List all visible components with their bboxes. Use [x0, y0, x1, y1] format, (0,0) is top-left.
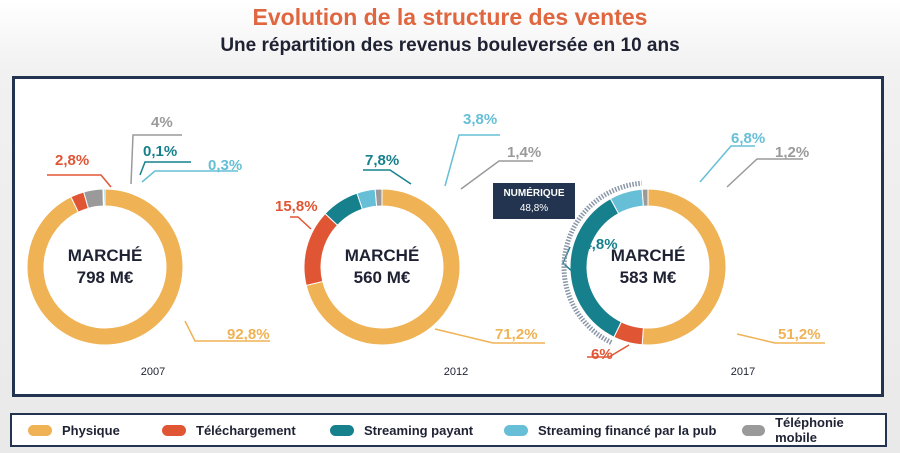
legend-swatch-telephonie — [742, 424, 766, 436]
numerique-callout-box — [493, 183, 575, 219]
slice-2012-telephonie-mobile — [374, 188, 383, 207]
pct-label-2012-telechargement: 15,8% — [275, 198, 318, 215]
center-value-2007: 798 M€ — [77, 268, 134, 287]
leader-2017-physique — [736, 333, 825, 344]
pct-label-2007-telephonie-mobile: 4% — [151, 114, 173, 131]
leader-2012-physique — [434, 328, 545, 344]
leader-2012-telephonie-mobile — [460, 160, 533, 190]
legend-label-streaming-pub: Streaming financé par la pub — [538, 422, 717, 438]
pct-label-2017-telephonie-mobile: 1,2% — [775, 144, 809, 161]
chart-title: Evolution de la structure des ventes — [252, 4, 648, 30]
legend-swatch-streaming-pub — [504, 424, 528, 436]
chart-frame: MARCHÉ 798 M€ 2007 92,8% 2,8% 0,1% 0,3% 4% MARCH… — [12, 76, 884, 397]
leader-2017-streaming-finance-par-la-pub — [699, 145, 755, 183]
legend-item-telephonie: Téléphonie mobile — [742, 415, 885, 445]
slice-2007-streaming-finance-par-la-pub — [103, 188, 106, 207]
pct-label-2017-physique: 51,2% — [778, 326, 821, 343]
legend-label-telechargement: Téléchargement — [196, 422, 296, 438]
legend-item-telechargement: Téléchargement — [162, 415, 296, 445]
pct-label-2012-telephonie-mobile: 1,4% — [507, 144, 541, 161]
leader-2012-streaming-finance-par-la-pub — [444, 134, 500, 187]
leader-2012-streaming-payant — [363, 169, 412, 185]
legend-label-telephonie: Téléphonie mobile — [775, 415, 844, 445]
donut-2007: MARCHÉ 798 M€ 2007 92,8% 2,8% 0,1% 0,3% 4% — [26, 114, 270, 378]
leader-2007-streaming-finance-par-la-pub — [141, 170, 238, 183]
legend-item-physique: Physique — [28, 415, 120, 445]
legend-item-streaming-payant: Streaming payant — [330, 415, 473, 445]
year-label-2012: 2012 — [444, 366, 468, 378]
leader-2017-telephonie-mobile — [726, 158, 803, 188]
legend-swatch-physique — [28, 424, 52, 436]
legend-swatch-telechargement — [162, 424, 186, 436]
donut-2017: MARCHÉ 583 M€ 2017 51,2% 6% 34,8% 6,8% 1,2% NUMÉ… — [493, 130, 825, 378]
center-label-2007: MARCHÉ — [68, 246, 143, 265]
leader-2012-telechargement — [290, 216, 312, 230]
legend-item-streaming-pub: Streaming financé par la pub — [504, 415, 716, 445]
numerique-callout-title: NUMÉRIQUE — [503, 186, 564, 199]
pct-label-2017-telechargement: 6% — [591, 346, 613, 363]
pct-label-2007-streaming-finance-par-la-pub: 0,3% — [208, 157, 242, 174]
year-label-2017: 2017 — [731, 366, 755, 378]
legend: Physique Téléchargement Streaming payant… — [10, 413, 887, 447]
center-label-2012: MARCHÉ — [345, 246, 420, 265]
center-value-2012: 560 M€ — [354, 268, 411, 287]
pct-label-2012-streaming-payant: 7,8% — [365, 152, 399, 169]
legend-label-streaming-payant: Streaming payant — [364, 422, 474, 438]
leader-2007-telechargement — [47, 174, 112, 188]
center-label-2017: MARCHÉ — [611, 246, 686, 265]
pct-label-2007-streaming-payant: 0,1% — [143, 143, 177, 160]
pct-label-2012-streaming-finance-par-la-pub: 3,8% — [463, 111, 497, 128]
legend-swatch-streaming-payant — [330, 424, 354, 436]
slice-2007-physique — [26, 188, 184, 346]
leader-2007-physique — [184, 320, 270, 342]
pct-label-2012-physique: 71,2% — [495, 326, 538, 343]
slice-2012-physique — [305, 188, 461, 346]
center-value-2017: 583 M€ — [620, 268, 677, 287]
leader-2007-telephonie-mobile — [130, 134, 182, 185]
slice-2012-telechargement — [303, 212, 339, 287]
slice-2017-telephonie-mobile — [641, 188, 649, 207]
pct-label-2007-physique: 92,8% — [227, 326, 270, 343]
numerique-callout-value: 48,8% — [520, 203, 548, 214]
leader-2017-telechargement — [587, 344, 630, 358]
donut-2012: MARCHÉ 560 M€ 2012 71,2% 15,8% 7,8% 3,8% 1,4% — [275, 111, 545, 378]
year-label-2007: 2007 — [141, 366, 165, 378]
pct-label-2017-streaming-payant: 34,8% — [575, 236, 618, 253]
leader-2007-streaming-payant — [139, 161, 191, 176]
pct-label-2007-telechargement: 2,8% — [55, 152, 89, 169]
legend-label-physique: Physique — [62, 422, 120, 438]
chart-subtitle: Une répartition des revenus bouleversée … — [220, 35, 680, 56]
slice-2017-physique — [641, 188, 727, 346]
pct-label-2017-streaming-finance-par-la-pub: 6,8% — [731, 130, 765, 147]
